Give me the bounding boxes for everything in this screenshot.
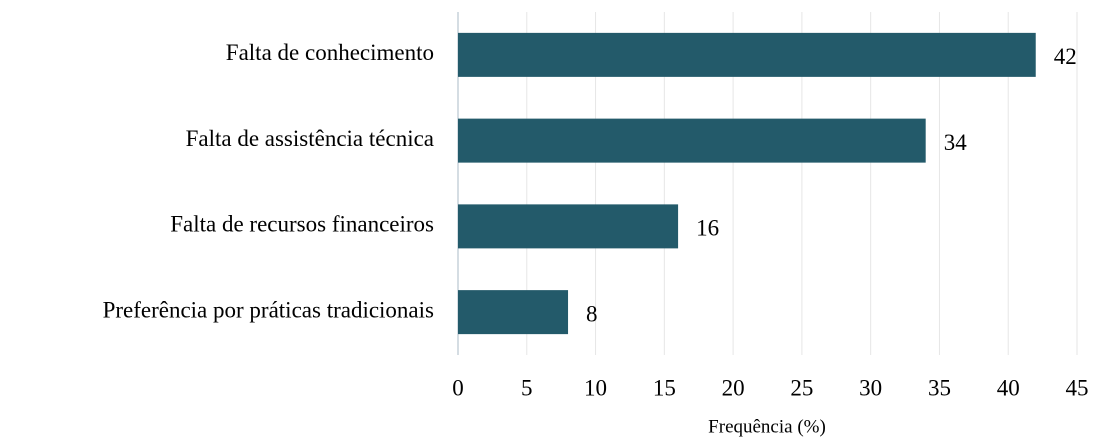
x-tick-label: 25 (790, 375, 813, 400)
data-label: 8 (586, 301, 598, 326)
x-tick-label: 20 (722, 375, 745, 400)
x-tick-label: 5 (521, 375, 533, 400)
bar (458, 32, 1036, 77)
bar (458, 290, 569, 335)
x-axis-label: Frequência (%) (708, 416, 826, 437)
x-tick-label: 10 (584, 375, 607, 400)
x-tick-label: 30 (859, 375, 882, 400)
y-tick-label: Preferência por práticas tradicionais (103, 297, 434, 322)
x-tick-label: 40 (997, 375, 1020, 400)
y-tick-label: Falta de recursos financeiros (170, 212, 434, 237)
y-tick-label: Falta de conhecimento (226, 40, 434, 65)
data-label: 16 (696, 216, 719, 241)
x-tick-label: 15 (653, 375, 676, 400)
data-label: 42 (1054, 44, 1077, 69)
x-tick-label: 0 (452, 375, 464, 400)
data-label: 34 (944, 130, 968, 155)
x-tick-label: 35 (928, 375, 951, 400)
y-tick-label: Falta de assistência técnica (186, 126, 434, 151)
x-tick-label: 45 (1066, 375, 1089, 400)
bar (458, 204, 679, 249)
bar (458, 118, 926, 163)
